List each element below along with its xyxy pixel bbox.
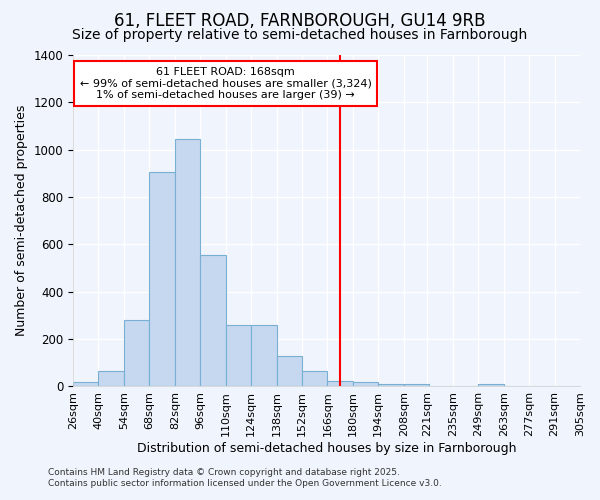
Bar — [73, 382, 98, 386]
Bar — [200, 255, 226, 386]
X-axis label: Distribution of semi-detached houses by size in Farnborough: Distribution of semi-detached houses by … — [137, 442, 516, 455]
Text: 61 FLEET ROAD: 168sqm
← 99% of semi-detached houses are smaller (3,324)
1% of se: 61 FLEET ROAD: 168sqm ← 99% of semi-deta… — [80, 67, 371, 100]
Bar — [277, 356, 302, 386]
Bar — [175, 139, 200, 386]
Bar — [353, 382, 379, 386]
Bar — [98, 371, 124, 386]
Text: Size of property relative to semi-detached houses in Farnborough: Size of property relative to semi-detach… — [73, 28, 527, 42]
Bar — [124, 320, 149, 386]
Bar — [379, 384, 404, 386]
Bar — [149, 172, 175, 386]
Bar — [302, 371, 328, 386]
Text: Contains HM Land Registry data © Crown copyright and database right 2025.
Contai: Contains HM Land Registry data © Crown c… — [48, 468, 442, 487]
Bar — [328, 380, 353, 386]
Bar — [226, 325, 251, 386]
Bar — [251, 325, 277, 386]
Bar — [478, 384, 503, 386]
Bar — [404, 384, 429, 386]
Y-axis label: Number of semi-detached properties: Number of semi-detached properties — [15, 105, 28, 336]
Text: 61, FLEET ROAD, FARNBOROUGH, GU14 9RB: 61, FLEET ROAD, FARNBOROUGH, GU14 9RB — [114, 12, 486, 30]
